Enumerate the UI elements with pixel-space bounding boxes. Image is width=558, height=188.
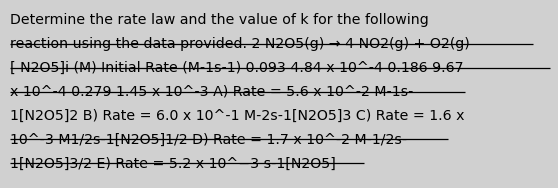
Text: 1[N2O5]2 B) Rate = 6.0 x 10^-1 M-2s-1[N2O5]3 C) Rate = 1.6 x: 1[N2O5]2 B) Rate = 6.0 x 10^-1 M-2s-1[N2… [10,109,465,123]
Text: reaction using the data provided. 2 N2O5(g) → 4 NO2(g) + O2(g): reaction using the data provided. 2 N2O5… [10,37,470,51]
Text: 1[N2O5]3/2 E) Rate = 5.2 x 10^−3 s-1[N2O5]: 1[N2O5]3/2 E) Rate = 5.2 x 10^−3 s-1[N2O… [10,156,336,170]
Text: [ N2O5]i (M) Initial Rate (M-1s-1) 0.093 4.84 x 10^-4 0.186 9.67: [ N2O5]i (M) Initial Rate (M-1s-1) 0.093… [10,61,464,75]
Text: Determine the rate law and the value of k for the following: Determine the rate law and the value of … [10,13,429,27]
Text: x 10^-4 0.279 1.45 x 10^-3 A) Rate = 5.6 x 10^-2 M-1s-: x 10^-4 0.279 1.45 x 10^-3 A) Rate = 5.6… [10,85,413,99]
Text: 10^-3 M1/2s-1[N2O5]1/2 D) Rate = 1.7 x 10^-2 M-1/2s-: 10^-3 M1/2s-1[N2O5]1/2 D) Rate = 1.7 x 1… [10,133,407,146]
